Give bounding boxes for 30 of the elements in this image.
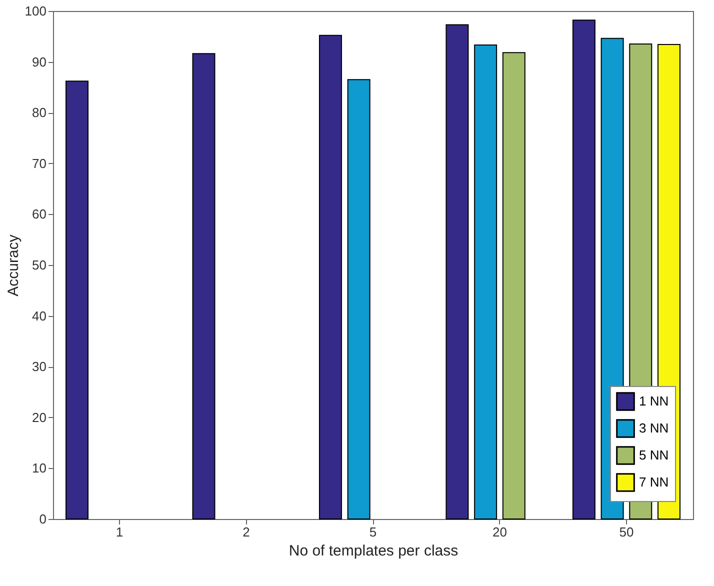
y-tick-label: 10 [32,460,46,476]
legend-label: 7 NN [639,474,669,490]
y-tick-label: 60 [32,206,46,222]
y-tick-label: 100 [24,4,46,18]
legend-label: 1 NN [639,394,669,408]
bar [446,24,469,520]
x-tick-label: 1 [116,524,124,540]
y-tick-label: 80 [32,105,46,120]
x-tick-label: 2 [242,524,250,540]
bar [318,34,342,520]
y-tick-label: 20 [32,410,46,425]
y-tick-label: 0 [39,512,46,526]
bar [572,20,596,520]
bar [474,44,498,520]
y-tick-label: 70 [32,156,46,171]
x-tick-label: 20 [492,524,507,540]
x-axis-title: No of templates per class [288,542,458,560]
bar [192,53,216,520]
x-tick-label: 50 [619,524,634,540]
y-tick-label: 30 [32,359,46,374]
x-tick-label: 5 [369,524,377,540]
bar [502,52,526,520]
y-tick-label: 90 [32,54,46,70]
bar [347,79,370,520]
bar [66,80,89,520]
y-tick-label: 40 [32,308,46,324]
y-axis-title: Accuracy [4,234,22,296]
legend-label: 3 NN [639,420,669,436]
legend-label: 5 NN [639,448,669,462]
y-tick-label: 50 [32,258,46,272]
